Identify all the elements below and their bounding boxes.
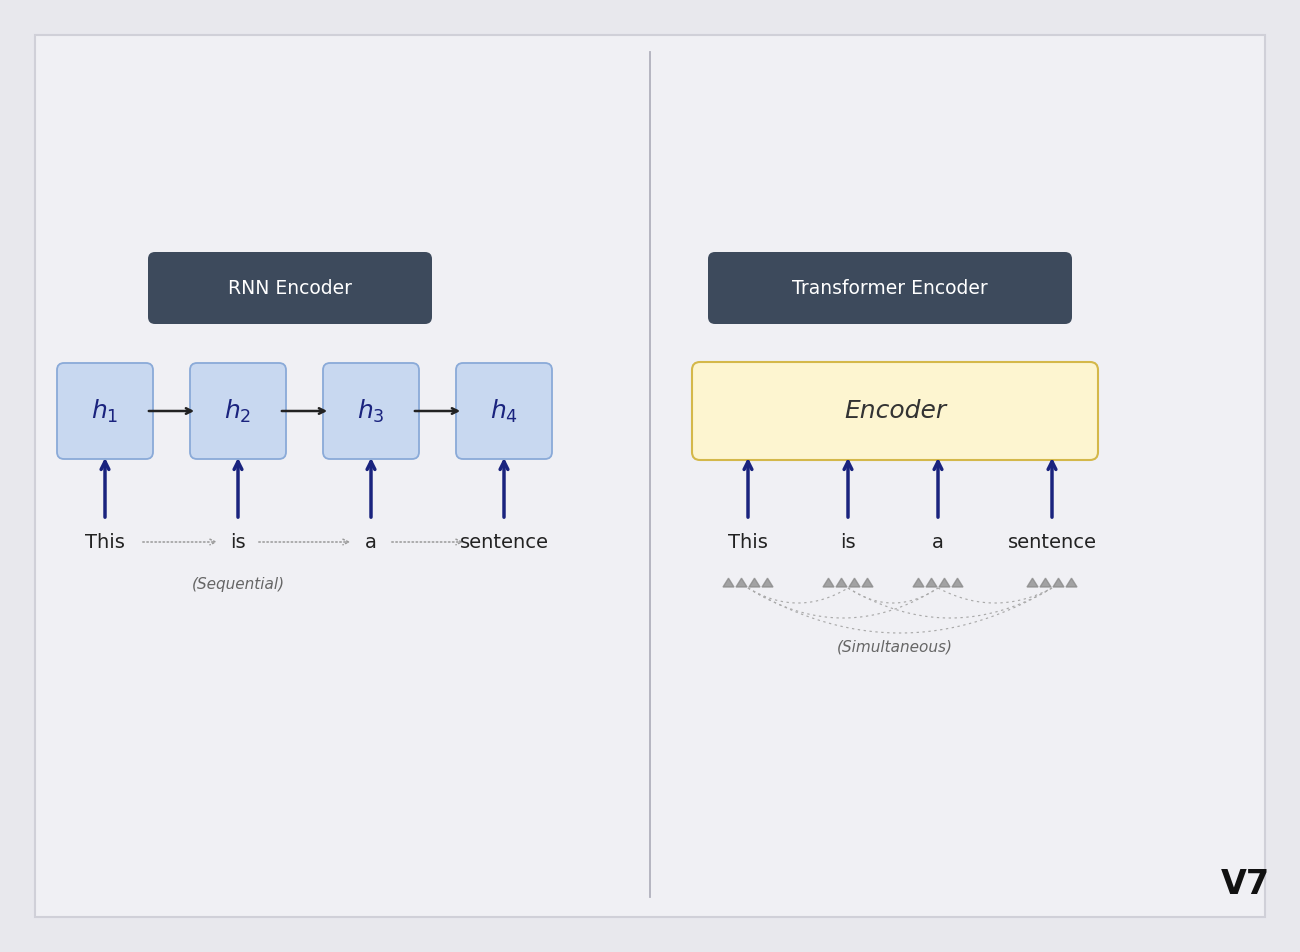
Text: is: is [840, 532, 855, 551]
FancyBboxPatch shape [148, 252, 432, 324]
Polygon shape [849, 578, 861, 587]
Text: (Simultaneous): (Simultaneous) [837, 640, 953, 655]
Text: $h_{1}$: $h_{1}$ [91, 397, 118, 425]
Polygon shape [939, 578, 950, 587]
Polygon shape [762, 578, 774, 587]
Polygon shape [926, 578, 937, 587]
Text: $h_{4}$: $h_{4}$ [490, 397, 517, 425]
Text: a: a [932, 532, 944, 551]
Text: sentence: sentence [1008, 532, 1096, 551]
Text: This: This [84, 532, 125, 551]
FancyBboxPatch shape [456, 363, 552, 459]
Text: a: a [365, 532, 377, 551]
FancyBboxPatch shape [35, 35, 1265, 917]
FancyBboxPatch shape [322, 363, 419, 459]
Text: RNN Encoder: RNN Encoder [227, 279, 352, 297]
Polygon shape [736, 578, 748, 587]
Polygon shape [1053, 578, 1063, 587]
Text: Encoder: Encoder [844, 399, 946, 423]
Text: Transformer Encoder: Transformer Encoder [792, 279, 988, 297]
FancyBboxPatch shape [57, 363, 153, 459]
Polygon shape [1066, 578, 1076, 587]
Text: $h_{2}$: $h_{2}$ [225, 397, 252, 425]
Text: is: is [230, 532, 246, 551]
Polygon shape [952, 578, 963, 587]
Text: $h_{3}$: $h_{3}$ [358, 397, 385, 425]
Polygon shape [913, 578, 924, 587]
Text: sentence: sentence [459, 532, 549, 551]
Polygon shape [823, 578, 835, 587]
FancyBboxPatch shape [692, 362, 1098, 460]
Text: This: This [728, 532, 768, 551]
Polygon shape [836, 578, 848, 587]
FancyBboxPatch shape [190, 363, 286, 459]
Polygon shape [723, 578, 734, 587]
Polygon shape [1027, 578, 1037, 587]
Text: (Sequential): (Sequential) [191, 577, 285, 591]
Polygon shape [862, 578, 874, 587]
Text: V7: V7 [1221, 867, 1270, 901]
Polygon shape [749, 578, 760, 587]
Polygon shape [1040, 578, 1050, 587]
FancyBboxPatch shape [708, 252, 1072, 324]
